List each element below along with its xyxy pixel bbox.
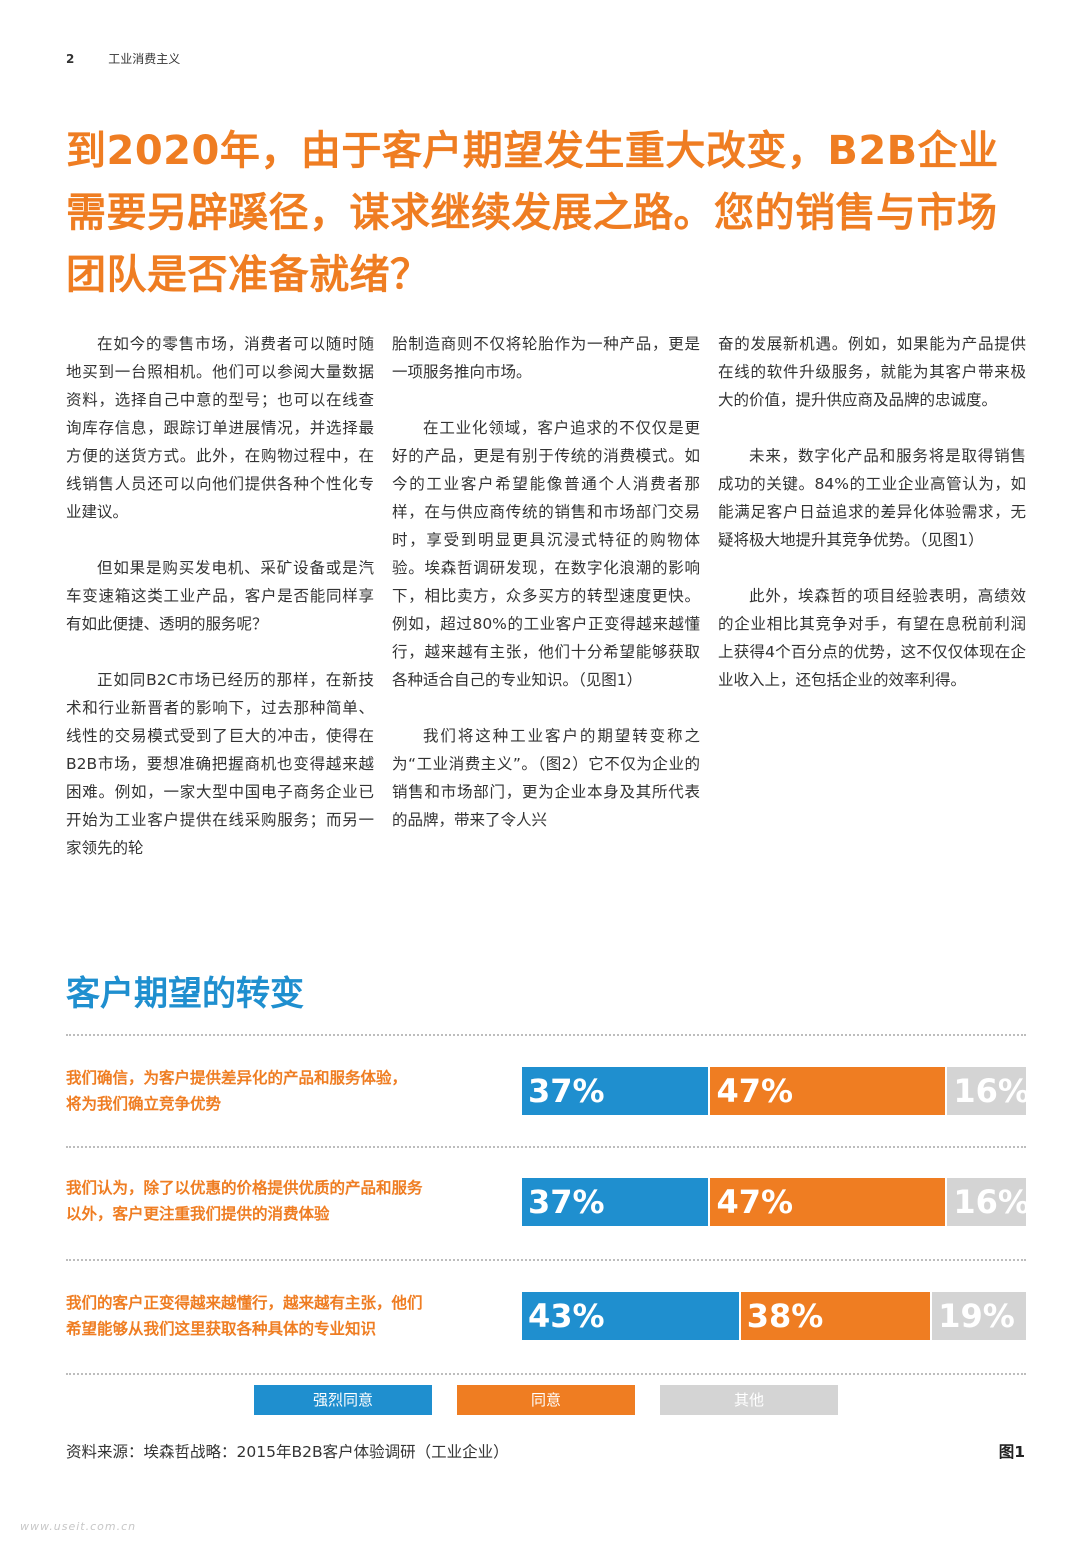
section-title: 客户期望的转变 — [66, 974, 304, 1014]
divider — [66, 1373, 1026, 1375]
chart-row-label: 我们确信，为客户提供差异化的产品和服务体验， 将为我们确立竞争优势 — [66, 1065, 506, 1117]
chart-row-label: 我们认为，除了以优惠的价格提供优质的产品和服务 以外，客户更注重我们提供的消费体… — [66, 1175, 506, 1227]
chart-row-label-line: 以外，客户更注重我们提供的消费体验 — [66, 1205, 330, 1223]
chart-row-label-line: 希望能够从我们这里获取各种具体的专业知识 — [66, 1320, 377, 1338]
bar-segment-other: 16% — [945, 1178, 1026, 1226]
bar-segment-strongly-agree: 37% — [522, 1067, 709, 1115]
chart-row-label-line: 我们认为，除了以优惠的价格提供优质的产品和服务 — [66, 1179, 423, 1197]
bar-segment-agree: 47% — [708, 1067, 946, 1115]
chart-row-label: 我们的客户正变得越来越懂行，越来越有主张，他们 希望能够从我们这里获取各种具体的… — [66, 1290, 506, 1342]
paragraph: 此外，埃森哲的项目经验表明，高绩效的企业相比其竞争对手，有望在息税前利润上获得4… — [718, 587, 1026, 689]
divider — [66, 1146, 1026, 1148]
legend-strongly-agree: 强烈同意 — [254, 1385, 432, 1415]
bar-segment-strongly-agree: 43% — [522, 1292, 739, 1340]
stacked-bar: 37% 47% 16% — [522, 1178, 1026, 1226]
page-header: 2 工业消费主义 — [66, 50, 180, 67]
paragraph: 在工业化领域，客户追求的不仅仅是更好的产品，更是有别于传统的消费模式。如今的工业… — [392, 419, 700, 689]
chart-row-label-line: 我们的客户正变得越来越懂行，越来越有主张，他们 — [66, 1294, 423, 1312]
legend-agree: 同意 — [457, 1385, 635, 1415]
bar-segment-agree: 47% — [708, 1178, 946, 1226]
stacked-bar: 43% 38% 19% — [522, 1292, 1026, 1340]
paragraph: 未来，数字化产品和服务将是取得销售成功的关键。84%的工业企业高管认为，如能满足… — [718, 447, 1026, 549]
running-title: 工业消费主义 — [108, 52, 181, 66]
paragraph: 在如今的零售市场，消费者可以随时随地买到一台照相机。他们可以参阅大量数据资料，选… — [66, 335, 374, 521]
watermark: www.useit.com.cn — [20, 1520, 137, 1533]
paragraph: 正如同B2C市场已经历的那样，在新技术和行业新晋者的影响下，过去那种简单、线性的… — [66, 671, 374, 857]
divider — [66, 1259, 1026, 1261]
paragraph: 胎制造商则不仅将轮胎作为一种产品，更是一项服务推向市场。 — [392, 335, 700, 381]
chart-row-label-line: 将为我们确立竞争优势 — [66, 1095, 222, 1113]
paragraph: 我们将这种工业客户的期望转变称之为“工业消费主义”。（图2）它不仅为企业的销售和… — [392, 727, 700, 829]
stacked-bar: 37% 47% 16% — [522, 1067, 1026, 1115]
body-column-1: 在如今的零售市场，消费者可以随时随地买到一台照相机。他们可以参阅大量数据资料，选… — [66, 330, 374, 890]
figure-label: 图1 — [998, 1443, 1025, 1461]
source-note: 资料来源：埃森哲战略：2015年B2B客户体验调研（工业企业） — [66, 1443, 509, 1461]
divider — [66, 1034, 1026, 1036]
body-column-3: 奋的发展新机遇。例如，如果能为产品提供在线的软件升级服务，就能为其客户带来极大的… — [718, 330, 1026, 722]
headline: 到2020年，由于客户期望发生重大改变，B2B企业需要另辟蹊径，谋求继续发展之路… — [66, 128, 999, 298]
bar-segment-other: 19% — [930, 1292, 1026, 1340]
page-number: 2 — [66, 52, 75, 66]
body-column-2: 胎制造商则不仅将轮胎作为一种产品，更是一项服务推向市场。 在工业化领域，客户追求… — [392, 330, 700, 862]
paragraph: 但如果是购买发电机、采矿设备或是汽车变速箱这类工业产品，客户是否能同样享有如此便… — [66, 559, 374, 633]
bar-segment-agree: 38% — [738, 1292, 931, 1340]
bar-segment-strongly-agree: 37% — [522, 1178, 709, 1226]
legend-other: 其他 — [660, 1385, 838, 1415]
chart-row-label-line: 我们确信，为客户提供差异化的产品和服务体验， — [66, 1069, 408, 1087]
bar-segment-other: 16% — [945, 1067, 1026, 1115]
paragraph: 奋的发展新机遇。例如，如果能为产品提供在线的软件升级服务，就能为其客户带来极大的… — [718, 335, 1026, 409]
